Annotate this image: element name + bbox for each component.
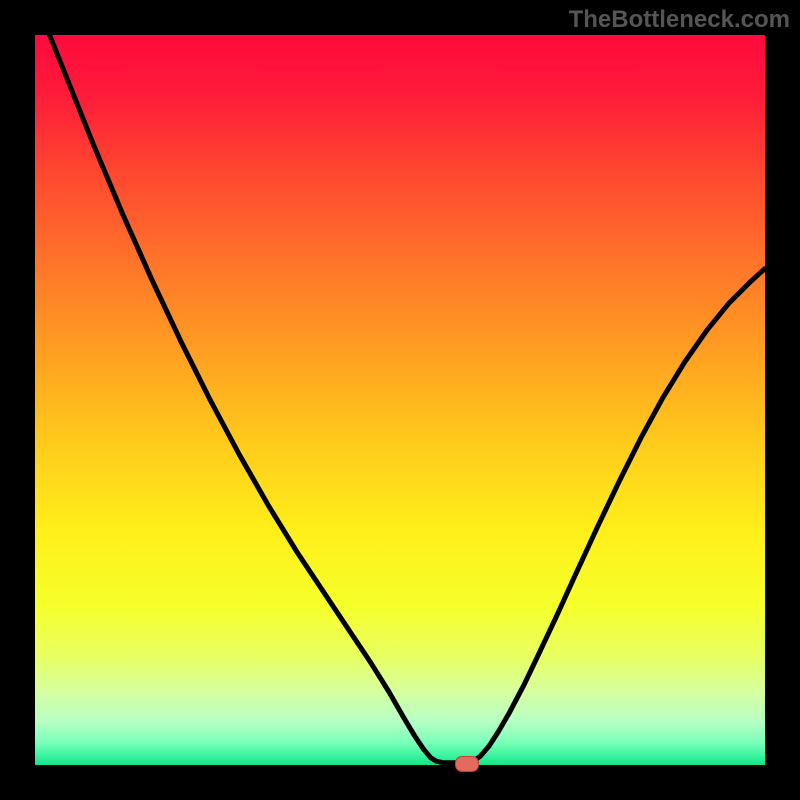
bottleneck-curve [35, 35, 765, 765]
optimum-marker [455, 756, 479, 772]
chart-canvas: TheBottleneck.com [0, 0, 800, 800]
watermark-text: TheBottleneck.com [569, 6, 790, 34]
plot-area [35, 35, 765, 765]
curve-path [50, 35, 765, 763]
